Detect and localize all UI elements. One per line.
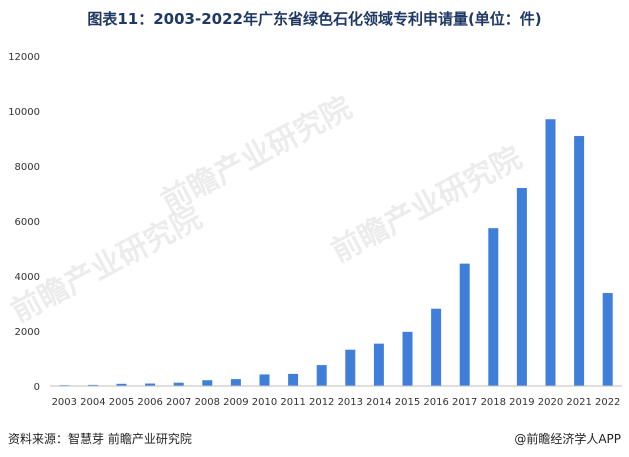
- x-tick-label: 2020: [538, 397, 563, 408]
- y-tick-label: 10000: [8, 107, 40, 118]
- bar-2022: [602, 293, 613, 386]
- x-tick-label: 2012: [309, 397, 334, 408]
- y-tick-label: 8000: [15, 162, 40, 173]
- bar-chart: 0 2000 4000 6000 8000 10000 12000 2003 2004 2005…: [8, 52, 622, 408]
- bar-2015: [402, 331, 413, 386]
- bar-2008: [202, 380, 213, 386]
- bar-2014: [373, 343, 384, 386]
- bar-2005: [116, 383, 127, 386]
- x-tick-label: 2004: [80, 397, 105, 408]
- x-tick-label: 2013: [338, 397, 363, 408]
- brand-label: @前瞻经济学人APP: [514, 432, 621, 446]
- bars-group: [59, 119, 613, 386]
- bar-2004: [87, 384, 98, 386]
- x-tick-label: 2018: [481, 397, 506, 408]
- bar-2009: [230, 379, 241, 386]
- x-tick-label: 2010: [252, 397, 277, 408]
- x-tick-label: 2008: [195, 397, 220, 408]
- x-axis: 2003 2004 2005 2006 2007 2008 2009 2010 2011 2012…: [50, 385, 622, 408]
- x-tick-label: 2017: [452, 397, 477, 408]
- bar-2020: [545, 119, 556, 386]
- bar-2017: [459, 263, 470, 386]
- y-tick-label: 4000: [15, 272, 40, 283]
- bar-2011: [288, 373, 299, 386]
- x-tick-label: 2014: [366, 397, 391, 408]
- bar-2012: [316, 365, 327, 386]
- bar-2007: [173, 382, 184, 386]
- source-note: 资料来源：智慧芽 前瞻产业研究院: [8, 432, 192, 446]
- bar-2021: [574, 136, 585, 386]
- x-tick-label: 2019: [509, 397, 534, 408]
- x-tick-label: 2009: [223, 397, 248, 408]
- y-tick-label: 6000: [15, 217, 40, 228]
- y-tick-label: 12000: [8, 52, 40, 63]
- y-axis: 0 2000 4000 6000 8000 10000 12000: [8, 52, 40, 393]
- y-tick-label: 0: [34, 382, 40, 393]
- y-tick-label: 2000: [15, 327, 40, 338]
- x-tick-label: 2007: [166, 397, 191, 408]
- x-tick-label: 2022: [595, 397, 620, 408]
- x-tick-label: 2003: [52, 397, 77, 408]
- bar-2018: [488, 228, 499, 386]
- x-tick-label: 2015: [395, 397, 420, 408]
- x-tick-label: 2016: [423, 397, 448, 408]
- bar-2016: [431, 308, 442, 386]
- bar-2013: [345, 349, 356, 386]
- bar-2019: [516, 188, 527, 386]
- x-tick-label: 2005: [109, 397, 134, 408]
- x-tick-label: 2006: [137, 397, 162, 408]
- x-tick-label: 2011: [280, 397, 305, 408]
- bar-2010: [259, 374, 270, 386]
- x-tick-label: 2021: [566, 397, 591, 408]
- chart-title: 图表11：2003-2022年广东省绿色石化领域专利申请量(单位：件): [87, 10, 542, 28]
- bar-2006: [145, 383, 156, 386]
